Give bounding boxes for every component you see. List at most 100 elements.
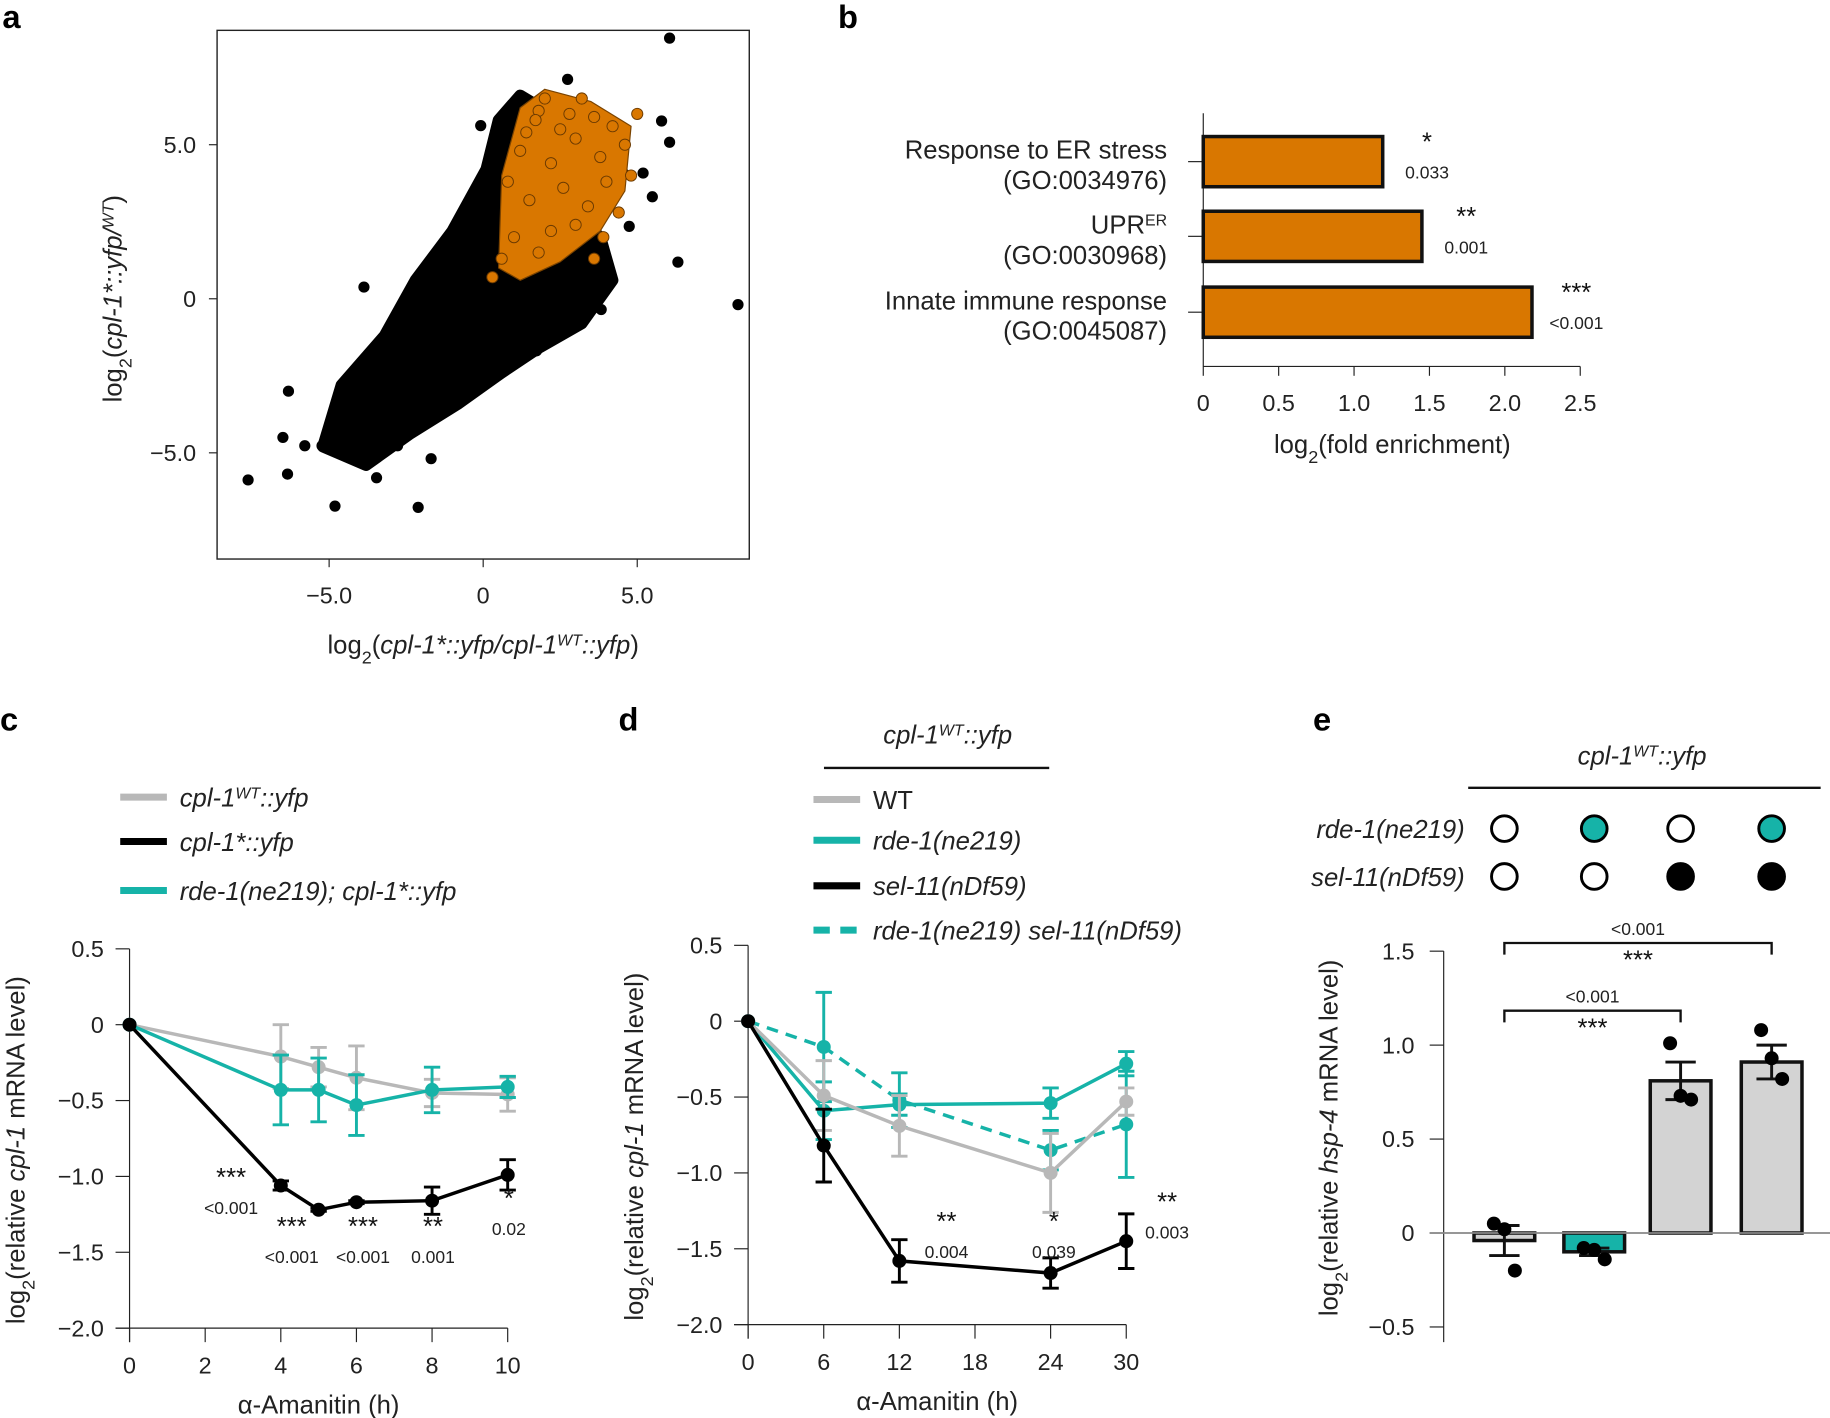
significance-stars: *** — [277, 1213, 307, 1241]
x-axis-label: α-Amanitin (h) — [856, 1388, 1018, 1416]
y-tick-label: −2.0 — [58, 1315, 104, 1341]
data-point — [892, 1118, 907, 1133]
point-highlighted — [486, 271, 499, 284]
series-line — [129, 1022, 508, 1097]
point-highlighted — [523, 194, 536, 207]
p-value: <0.001 — [336, 1247, 390, 1267]
point-all-genes — [623, 220, 635, 232]
significance-stars: *** — [348, 1213, 378, 1241]
panel-letters: a b c d e — [0, 0, 1331, 738]
series-0 — [741, 1014, 1135, 1214]
y-tick-label: −5.0 — [150, 440, 196, 466]
data-point — [816, 1039, 831, 1054]
point-all-genes — [412, 501, 424, 513]
data-point — [122, 1017, 137, 1032]
y-tick-label: −1.5 — [58, 1239, 104, 1265]
comparison-bracket — [1503, 941, 1773, 955]
point-all-genes — [334, 404, 346, 416]
point-all-genes — [329, 500, 341, 512]
point-highlighted — [495, 252, 508, 265]
series-line — [746, 1019, 1128, 1175]
panel-c: 0.5 0 −0.5 −1.0 −1.5 −2.0 0 2 4 6 8 10 α-Amanitin (h… — [3, 784, 526, 1418]
point-highlighted — [557, 181, 570, 194]
point-highlighted — [594, 150, 607, 164]
point-all-genes — [410, 291, 422, 304]
data-point — [1043, 1266, 1058, 1281]
point-all-genes — [475, 120, 487, 132]
y-tick-label: 0.5 — [1382, 1126, 1414, 1152]
point-all-genes — [438, 380, 450, 393]
point-all-genes — [425, 453, 437, 465]
genotype-indicator-teal — [1757, 814, 1786, 843]
category-label: UPRER — [1091, 211, 1167, 239]
y-tick-label: −0.5 — [676, 1084, 722, 1110]
point-highlighted — [600, 175, 613, 188]
point-highlighted — [569, 132, 582, 145]
point-highlighted — [618, 138, 631, 151]
data-point — [1119, 1234, 1134, 1249]
point-highlighted — [514, 144, 527, 157]
data-point — [1043, 1165, 1058, 1180]
data-point — [311, 1202, 326, 1217]
y-axis-label: log2(relative cpl-1 mRNA level) — [3, 976, 39, 1324]
point-all-genes — [391, 440, 404, 452]
y-axis-label: log2(relative cpl-1 mRNA level) — [621, 973, 657, 1321]
point-all-genes — [530, 345, 543, 357]
panel-e: cpl-1WT::yfprde-1(ne219)sel-11(nDf59)1.5… — [1311, 742, 1830, 1343]
y-tick-label: 1.0 — [1382, 1032, 1414, 1058]
replicate-point — [1775, 1071, 1790, 1086]
panel-letter-c: c — [0, 701, 18, 738]
panel-a: −5.0 0 5.05.00−5.0log2(cpl-1*::yfp/cpl-1WT… — [99, 29, 750, 668]
data-point — [425, 1193, 440, 1208]
y-tick-label: 0 — [183, 286, 196, 312]
panel-letter-d: d — [619, 701, 639, 738]
point-all-genes — [542, 321, 554, 333]
y-tick-label: 0 — [709, 1008, 722, 1034]
legend-label: rde-1(ne219) — [873, 828, 1021, 856]
replicate-point — [1663, 1036, 1678, 1051]
category-label: Innate immune response — [885, 287, 1167, 315]
y-tick-label: −1.0 — [676, 1160, 722, 1186]
point-highlighted — [544, 224, 558, 238]
panel-letter-a: a — [2, 0, 21, 35]
point-highlighted — [532, 246, 545, 259]
replicate-point — [1576, 1241, 1591, 1256]
data-point — [349, 1195, 364, 1210]
point-highlighted — [631, 107, 644, 120]
x-tick-label: 0 — [1197, 390, 1210, 416]
data-point — [273, 1178, 288, 1193]
bar — [1648, 1079, 1713, 1235]
genotype-row-label: rde-1(ne219) — [1316, 816, 1464, 844]
data-point — [500, 1079, 515, 1094]
data-point — [816, 1088, 831, 1103]
y-tick-label: 0.5 — [690, 933, 722, 959]
point-all-genes — [358, 281, 370, 293]
y-axis-label: log2(cpl-1*::yfp/WT) — [99, 195, 135, 402]
p-value: <0.001 — [265, 1247, 319, 1267]
replicate-point — [1597, 1252, 1612, 1267]
series-line — [128, 1023, 509, 1212]
category-go-id: (GO:0045087) — [1003, 318, 1167, 346]
panel-letter-e: e — [1313, 701, 1331, 738]
x-tick-label: 6 — [817, 1349, 830, 1375]
significance-stars: * — [1422, 129, 1432, 157]
replicate-point — [1673, 1088, 1688, 1103]
data-point — [311, 1082, 326, 1097]
significance-stars: *** — [1561, 279, 1591, 307]
x-axis-label: log2(cpl-1*::yfp/cpl-1WT::yfp) — [327, 632, 638, 668]
category-label: Response to ER stress — [905, 137, 1167, 165]
point-all-genes — [588, 262, 601, 274]
point-all-genes — [663, 136, 676, 148]
y-axis-label: log2(relative hsp-4 mRNA level) — [1315, 960, 1351, 1317]
point-all-genes — [484, 167, 496, 179]
replicate-point — [1497, 1222, 1512, 1237]
panel-letter-b: b — [838, 0, 858, 35]
legend-label: sel-11(nDf59) — [873, 873, 1027, 901]
point-all-genes — [368, 380, 381, 393]
point-all-genes — [577, 286, 589, 298]
x-tick-label: 5.0 — [621, 582, 653, 608]
data-point — [816, 1138, 831, 1153]
data-point — [1119, 1094, 1134, 1109]
y-tick-label: −0.5 — [1368, 1314, 1414, 1340]
data-point — [1119, 1056, 1134, 1071]
